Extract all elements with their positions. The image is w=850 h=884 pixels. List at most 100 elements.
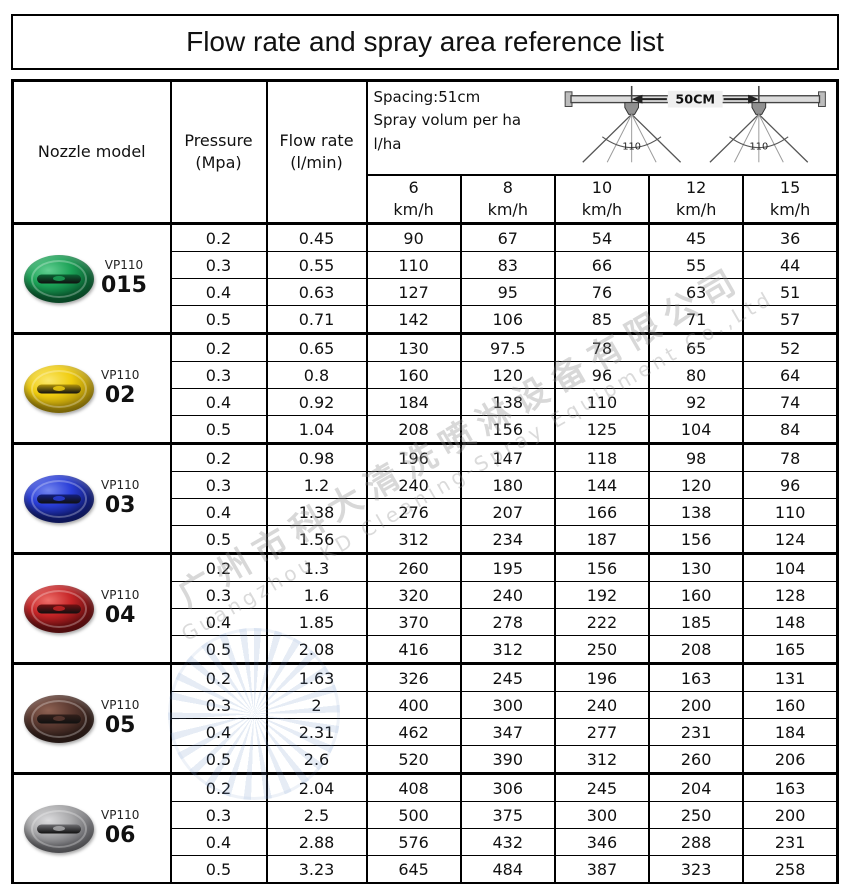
- nozzle-model-label: VP110: [101, 697, 140, 712]
- spray-volume-cell: 57: [742, 305, 838, 334]
- spray-volume-cell: 326: [365, 662, 461, 692]
- spray-volume-cell: 144: [553, 471, 650, 499]
- spray-volume-cell: 85: [553, 305, 650, 334]
- speed-value: 15: [779, 178, 801, 198]
- nozzle-slot: [37, 274, 81, 283]
- pressure-cell: 0.5: [169, 745, 267, 774]
- spray-volume-cell: 130: [365, 332, 461, 362]
- pressure-cell: 0.2: [169, 332, 267, 362]
- boom-spacing-label: 50CM: [675, 92, 715, 107]
- spray-volume-cell: 320: [365, 581, 461, 609]
- pressure-cell: 0.4: [169, 608, 267, 636]
- nozzle-model-cell: VP110 05: [11, 662, 171, 774]
- speed-unit: km/h: [675, 200, 717, 219]
- data-row: 0.4 2.88 576 432 346 288 231: [13, 828, 838, 856]
- spray-volume-cell: 98: [648, 442, 744, 472]
- spacing-line2: Spray volum per ha: [373, 111, 522, 130]
- spray-volume-cell: 260: [648, 745, 744, 774]
- spray-volume-cell: 312: [365, 525, 461, 554]
- spray-volume-cell: 278: [459, 608, 555, 636]
- spray-volume-cell: 127: [365, 278, 461, 306]
- spray-volume-cell: 96: [553, 361, 650, 389]
- reference-table: Nozzle model Pressure (Mpa) Flow rate (l…: [11, 79, 839, 884]
- nozzle-slot: [37, 604, 81, 613]
- speed-value: 8: [502, 178, 513, 198]
- speed-unit: km/h: [487, 200, 528, 219]
- spray-volume-cell: 245: [459, 662, 555, 692]
- flow-cell: 1.6: [265, 581, 367, 609]
- data-row: 0.5 2.08 416 312 250 208 165: [13, 635, 838, 664]
- pressure-cell: 0.4: [169, 498, 267, 526]
- spray-volume-cell: 250: [553, 635, 650, 664]
- flow-cell: 0.98: [265, 442, 367, 472]
- spray-volume-cell: 90: [365, 222, 461, 252]
- spray-volume-cell: 148: [742, 608, 838, 636]
- boom-spray-diagram: 50CM 110: [564, 85, 826, 163]
- nozzle-model-label: VP110: [101, 807, 140, 822]
- nozzle-model-label: VP110: [101, 587, 140, 602]
- pressure-header-line2: (Mpa): [195, 153, 242, 172]
- speed-value: 10: [591, 178, 613, 198]
- spray-volume-cell: 160: [365, 361, 461, 389]
- spray-volume-cell: 74: [742, 388, 838, 416]
- nozzle-tip-icon: [24, 254, 94, 303]
- flow-cell: 2.5: [265, 801, 367, 829]
- spray-volume-cell: 124: [742, 525, 838, 554]
- nozzle-tip-icon: [24, 584, 94, 633]
- nozzle-size-label: 03: [104, 492, 136, 518]
- left-angle-label: 110: [622, 142, 641, 153]
- pressure-header: Pressure (Mpa): [169, 79, 267, 224]
- spray-volume-cell: 387: [553, 855, 650, 884]
- spray-volume-cell: 192: [553, 581, 650, 609]
- pressure-cell: 0.4: [169, 388, 267, 416]
- spray-volume-cell: 104: [742, 552, 838, 582]
- spray-volume-cell: 97.5: [459, 332, 555, 362]
- spray-volume-cell: 500: [365, 801, 461, 829]
- spacing-line1: Spacing:51cm: [373, 88, 481, 106]
- speed-header-12: 12 km/h: [648, 174, 744, 224]
- flow-cell: 2.31: [265, 718, 367, 746]
- data-row: 0.5 1.04 208 156 125 104 84: [13, 415, 838, 444]
- spray-volume-cell: 196: [553, 662, 650, 692]
- data-row: 0.3 2 400 300 240 200 160: [13, 691, 838, 719]
- speed-header-10: 10 km/h: [553, 174, 650, 224]
- flow-cell: 1.2: [265, 471, 367, 499]
- pressure-cell: 0.3: [169, 691, 267, 719]
- nozzle-tip-icon: [24, 474, 94, 523]
- data-row: 0.5 2.6 520 390 312 260 206: [13, 745, 838, 774]
- nozzle-slot: [37, 384, 81, 393]
- spray-volume-cell: 147: [459, 442, 555, 472]
- spray-volume-cell: 200: [648, 691, 744, 719]
- nozzle-size-label: 06: [104, 822, 136, 848]
- page-title: Flow rate and spray area reference list: [11, 14, 839, 70]
- nozzle-size-label: 015: [101, 272, 147, 298]
- spray-volume-cell: 222: [553, 608, 650, 636]
- data-row: VP110 03 0.2 0.98 196 147 118 98 78: [11, 442, 838, 554]
- spray-volume-cell: 185: [648, 608, 744, 636]
- pressure-cell: 0.5: [169, 855, 267, 884]
- flow-cell: 2: [265, 691, 367, 719]
- nozzle-tip-icon: [24, 804, 94, 853]
- spray-volume-cell: 312: [553, 745, 650, 774]
- nozzle-tip-icon: [24, 694, 94, 743]
- spray-volume-cell: 138: [648, 498, 744, 526]
- header-row-speeds: 6 km/h 8 km/h 10 km/h 12 km/h 15 km/h: [13, 174, 838, 224]
- spray-volume-cell: 375: [459, 801, 555, 829]
- speed-header-15: 15 km/h: [742, 174, 838, 224]
- spray-volume-cell: 200: [742, 801, 838, 829]
- flow-cell: 0.71: [265, 305, 367, 334]
- flow-cell: 2.08: [265, 635, 367, 664]
- spray-volume-cell: 165: [742, 635, 838, 664]
- spray-volume-cell: 92: [648, 388, 744, 416]
- spray-volume-cell: 258: [742, 855, 838, 884]
- pressure-cell: 0.3: [169, 801, 267, 829]
- spray-volume-cell: 166: [553, 498, 650, 526]
- nozzle-model-cell: VP110 015: [11, 222, 171, 334]
- table-body: VP110 015 0.2 0.45 90 67 54 45 36 0.3 0.55 110 83 66 5…: [11, 222, 838, 884]
- spray-volume-cell: 156: [553, 552, 650, 582]
- header-row-top: Nozzle model Pressure (Mpa) Flow rate (l…: [11, 79, 838, 224]
- pressure-cell: 0.3: [169, 251, 267, 279]
- pressure-cell: 0.2: [169, 442, 267, 472]
- spray-volume-cell: 54: [553, 222, 650, 252]
